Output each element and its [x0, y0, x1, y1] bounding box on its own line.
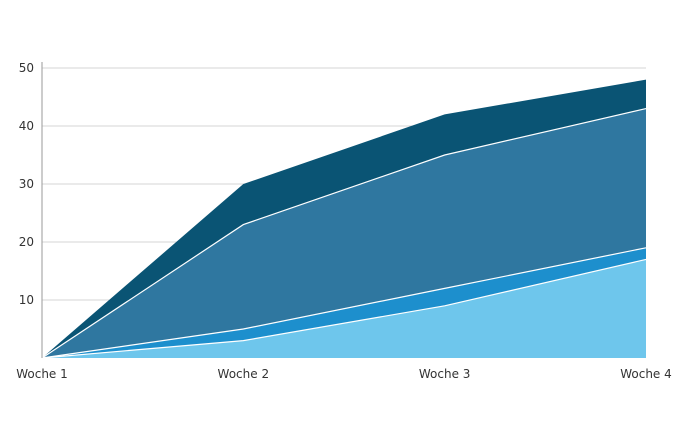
area-series-1 — [42, 259, 646, 358]
series-boundary-line — [41, 258, 647, 359]
area-series-4 — [42, 79, 646, 358]
x-axis-labels: Woche 1 Woche 2 Woche 3 Woche 4 — [16, 367, 672, 381]
x-tick-label: Woche 4 — [620, 367, 672, 381]
y-tick-label: 10 — [19, 293, 34, 307]
series-boundary-line — [41, 247, 647, 359]
y-tick-label: 40 — [19, 119, 34, 133]
x-tick-label: Woche 2 — [218, 367, 270, 381]
y-tick-label: 30 — [19, 177, 34, 191]
x-tick-label: Woche 3 — [419, 367, 471, 381]
area-series-3 — [42, 108, 646, 358]
y-tick-label: 20 — [19, 235, 34, 249]
series-boundary-line — [41, 108, 647, 359]
y-tick-label: 50 — [19, 61, 34, 75]
y-axis-labels: 10 20 30 40 50 — [19, 61, 34, 307]
series-boundaries — [41, 108, 647, 359]
area-series — [42, 79, 646, 358]
x-tick-label: Woche 1 — [16, 367, 68, 381]
